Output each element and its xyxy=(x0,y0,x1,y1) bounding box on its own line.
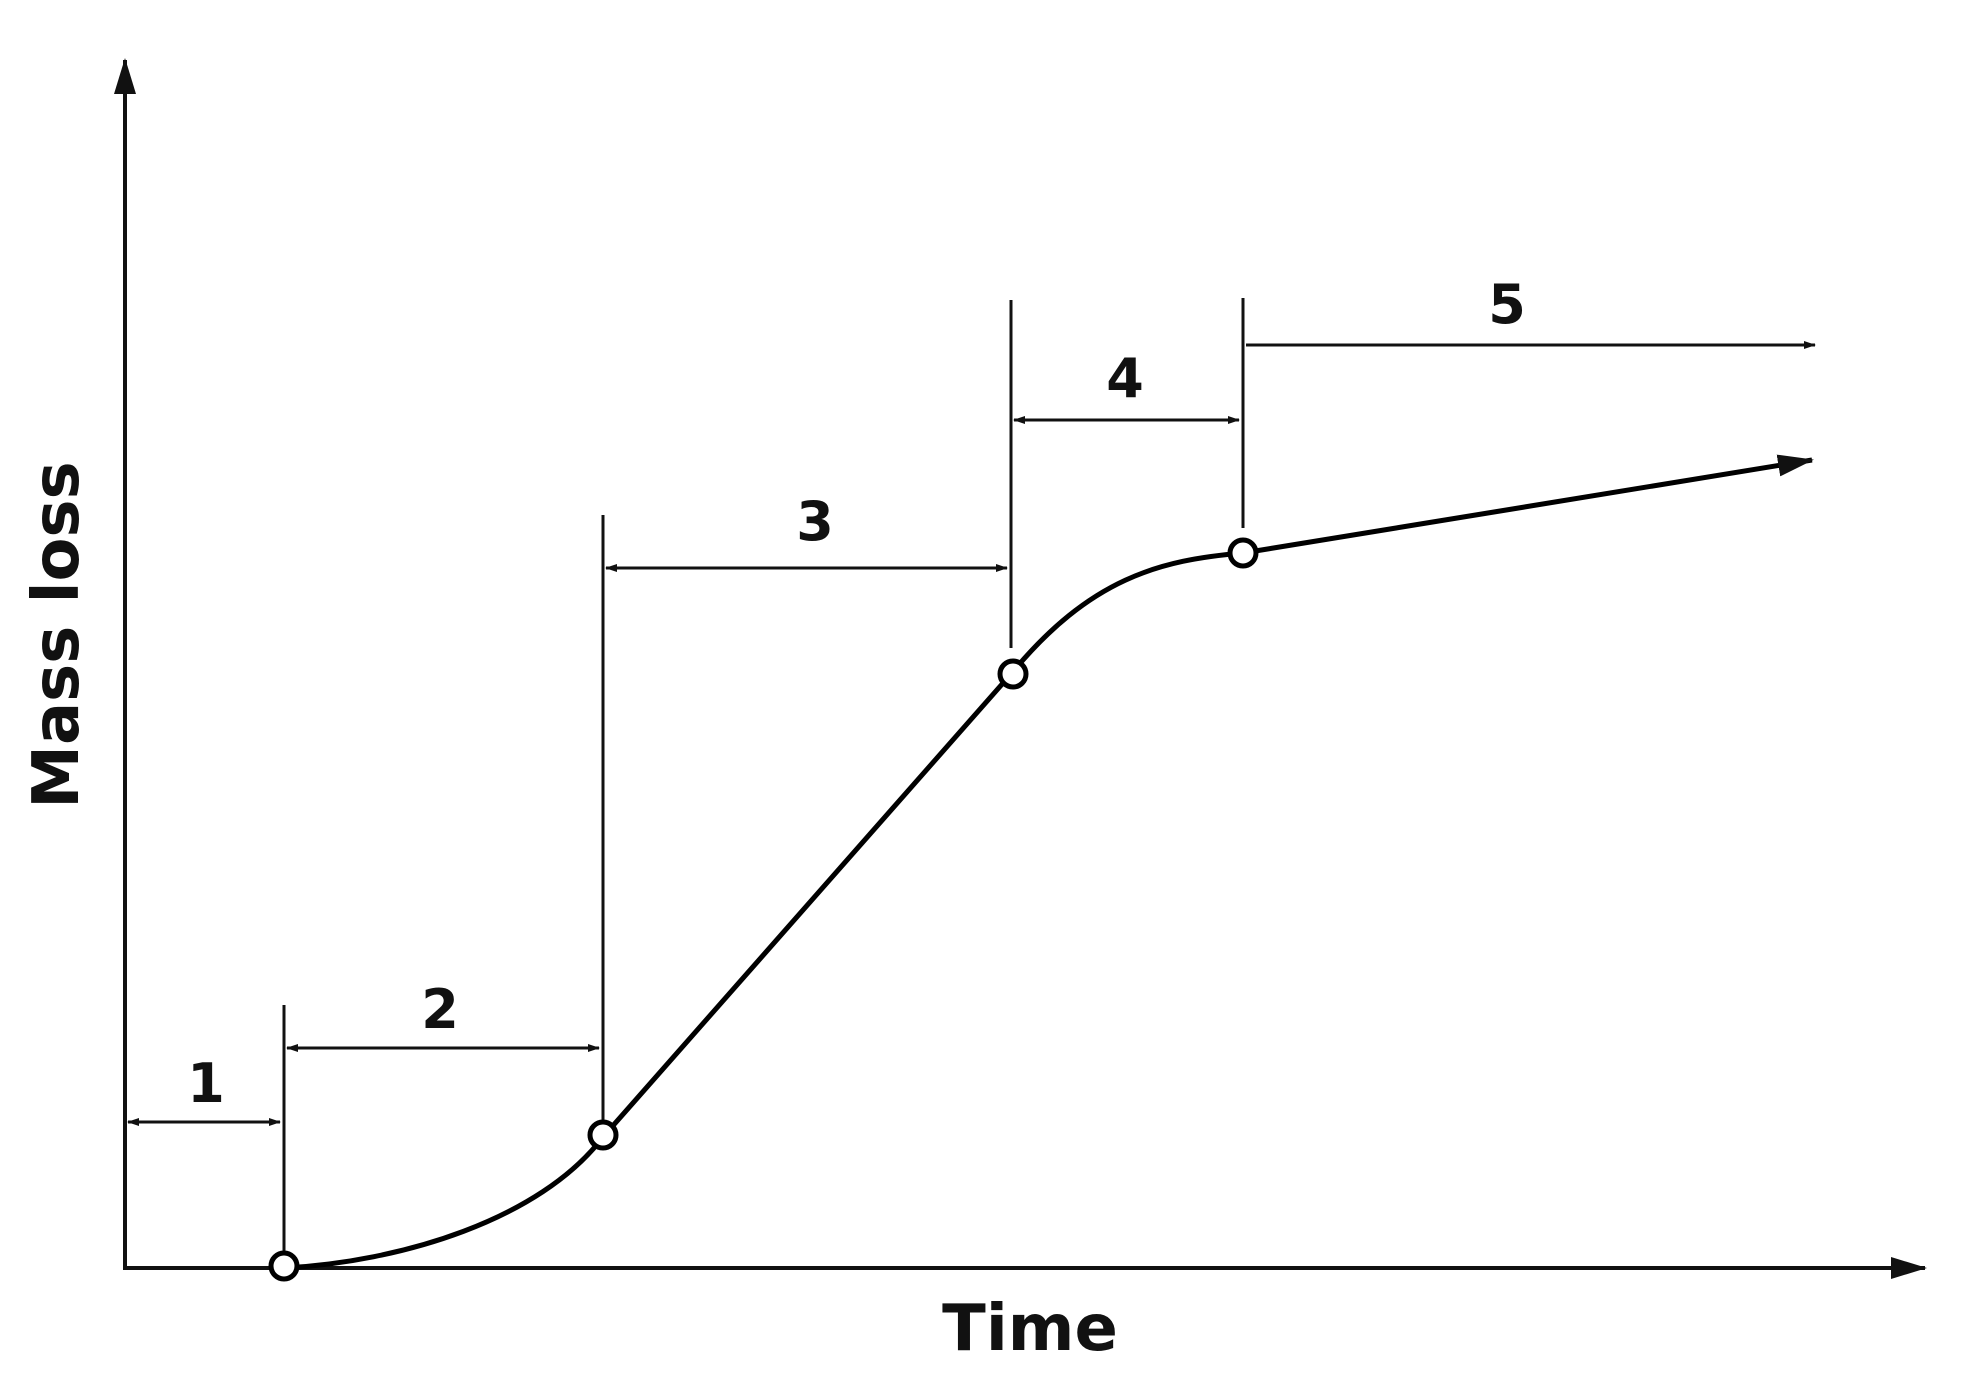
transition-point-3 xyxy=(997,658,1029,690)
transition-point-2 xyxy=(587,1119,619,1151)
stage-5-label: 5 xyxy=(1488,273,1526,336)
stage-4-label: 4 xyxy=(1106,347,1144,410)
stage-3-label: 3 xyxy=(796,490,834,553)
stage-1-label: 1 xyxy=(187,1052,225,1115)
transition-point-1 xyxy=(268,1250,300,1282)
y-axis-title: Mass loss xyxy=(20,461,94,808)
transition-point-4 xyxy=(1227,537,1259,569)
mass-loss-curve xyxy=(283,454,1814,1271)
stage-2-label: 2 xyxy=(421,978,459,1041)
x-axis-title: Time xyxy=(942,1292,1118,1366)
